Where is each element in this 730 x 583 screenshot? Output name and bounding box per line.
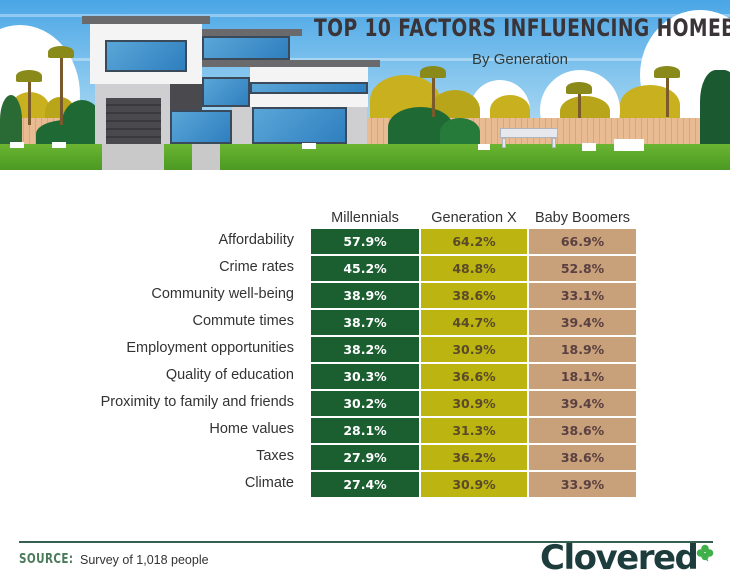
house-window <box>252 107 347 144</box>
house-wall <box>347 107 367 144</box>
palm-tree <box>666 72 669 117</box>
table-cell: 31.3% <box>421 418 527 443</box>
table-cell: 39.4% <box>529 391 636 416</box>
walkway <box>192 144 220 170</box>
table-cell: 39.4% <box>529 310 636 335</box>
table-cell: 30.9% <box>421 391 527 416</box>
row-label: Crime rates <box>219 259 294 275</box>
plant-pot <box>478 144 490 150</box>
garage-door <box>106 98 161 144</box>
table-cell: 36.2% <box>421 445 527 470</box>
table-cell: 66.9% <box>529 229 636 254</box>
table-cell: 38.6% <box>529 445 636 470</box>
table-cell: 57.9% <box>311 229 419 254</box>
page-subtitle: By Generation <box>472 51 568 68</box>
table-cell: 30.2% <box>311 391 419 416</box>
table-cell: 30.3% <box>311 364 419 389</box>
sky-stripe <box>0 14 730 17</box>
row-label: Community well-being <box>151 286 294 302</box>
table-cell: 18.9% <box>529 337 636 362</box>
house-entry-window <box>170 110 232 144</box>
column-header-generation-x: Generation X <box>431 210 517 226</box>
row-label: Quality of education <box>165 367 294 383</box>
sky-stripe <box>0 58 730 61</box>
palm-tree <box>432 72 435 117</box>
house-window <box>202 77 250 107</box>
row-label: Climate <box>244 475 294 491</box>
palm-tree <box>578 88 581 118</box>
driveway <box>102 144 164 170</box>
house-wall <box>170 84 202 114</box>
clovered-logo: Clovered <box>540 538 699 578</box>
table-cell: 33.1% <box>529 283 636 308</box>
row-label: Proximity to family and friends <box>100 394 294 410</box>
source-value: Survey of 1,018 people <box>80 553 209 567</box>
table-cell: 64.2% <box>421 229 527 254</box>
table-cell: 45.2% <box>311 256 419 281</box>
table-cell: 38.6% <box>421 283 527 308</box>
column-header-millennials: Millennials <box>331 210 399 226</box>
house-wall <box>232 107 252 144</box>
house-roof <box>202 29 302 36</box>
table-cell: 38.9% <box>311 283 419 308</box>
row-label: Taxes <box>256 448 294 464</box>
footer-divider <box>19 541 713 543</box>
palm-tree <box>48 46 74 58</box>
table-cell: 27.4% <box>311 472 419 497</box>
table-cell: 38.2% <box>311 337 419 362</box>
tall-shrub <box>700 70 730 148</box>
source-label: SOURCE: <box>19 552 74 567</box>
table-cell: 38.6% <box>529 418 636 443</box>
page-title: TOP 10 FACTORS INFLUENCING HOMEBUYING <box>314 14 730 42</box>
plant-pot <box>302 143 316 149</box>
palm-tree <box>420 66 446 78</box>
clover-icon <box>696 544 714 562</box>
bench-leg <box>552 138 556 148</box>
house-window <box>250 82 368 94</box>
house-roof <box>82 16 210 24</box>
house-window <box>105 40 187 72</box>
table-cell: 44.7% <box>421 310 527 335</box>
column-header-baby-boomers: Baby Boomers <box>534 210 631 226</box>
bench <box>500 128 558 138</box>
table-cell: 33.9% <box>529 472 636 497</box>
planter-box <box>614 139 644 151</box>
table-cell: 18.1% <box>529 364 636 389</box>
house-roof <box>202 60 380 67</box>
palm-tree <box>654 66 680 78</box>
plant-pot <box>582 143 596 151</box>
row-label: Commute times <box>192 313 294 329</box>
palm-tree <box>566 82 592 94</box>
row-label: Employment opportunities <box>126 340 294 356</box>
bush <box>440 118 480 146</box>
table-cell: 30.9% <box>421 337 527 362</box>
hero-illustration: TOP 10 FACTORS INFLUENCING HOMEBUYING By… <box>0 0 730 170</box>
palm-tree <box>28 75 31 125</box>
row-label: Affordability <box>218 232 295 248</box>
table-cell: 30.9% <box>421 472 527 497</box>
palm-tree <box>60 55 63 125</box>
plant-pot <box>52 142 66 148</box>
table-cell: 48.8% <box>421 256 527 281</box>
table-cell: 38.7% <box>311 310 419 335</box>
shrub <box>0 95 22 145</box>
bench-leg <box>502 138 506 148</box>
table-cell: 27.9% <box>311 445 419 470</box>
palm-tree <box>16 70 42 82</box>
plant-pot <box>10 142 24 148</box>
row-label: Home values <box>209 421 294 437</box>
table-cell: 36.6% <box>421 364 527 389</box>
table-cell: 28.1% <box>311 418 419 443</box>
table-cell: 52.8% <box>529 256 636 281</box>
house-window <box>202 36 290 60</box>
